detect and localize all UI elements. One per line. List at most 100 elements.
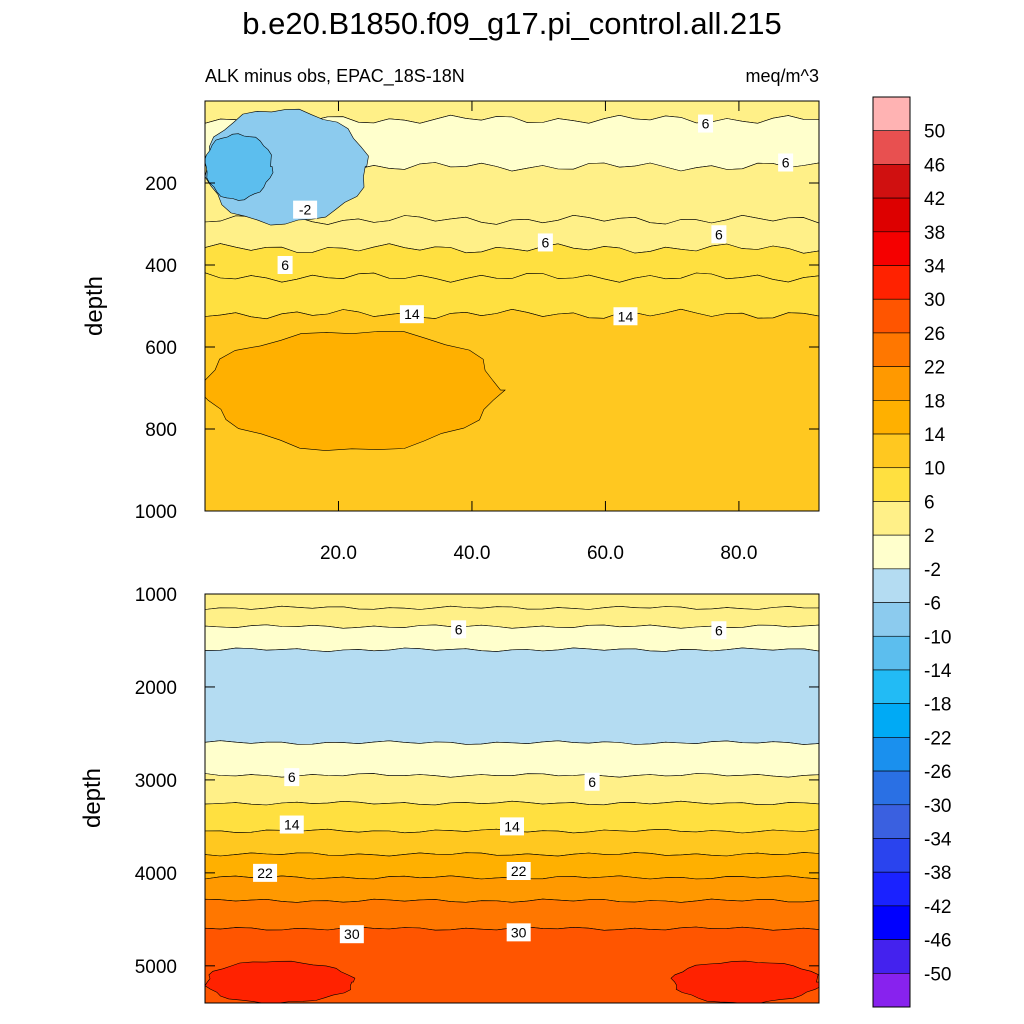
contour-label-box xyxy=(284,768,300,787)
contour-band xyxy=(205,624,819,653)
colorbar-swatch xyxy=(872,298,911,334)
contour-label: 22 xyxy=(257,865,273,881)
colorbar-label: 6 xyxy=(924,492,935,513)
colorbar-label: -46 xyxy=(924,931,951,952)
contour-band xyxy=(205,647,819,745)
contour-label: 6 xyxy=(782,155,790,171)
colorbar-swatch xyxy=(872,737,911,772)
contour-label-box xyxy=(339,925,364,944)
upper-ylabel: depth xyxy=(81,276,108,336)
subtitle-right: meq/m^3 xyxy=(746,66,819,86)
colorbar-label: 18 xyxy=(924,391,945,412)
colorbar-label: -26 xyxy=(924,762,951,783)
contour-label: 14 xyxy=(618,308,634,324)
x-tick-label: 80.0 xyxy=(720,543,757,564)
lower-panel: 6 6 6 6 14 14 22 22 30 30 1000 2000 3000 4000 5000 xyxy=(135,585,820,1004)
subtitle-left: ALK minus obs, EPAC_18S-18N xyxy=(205,66,465,87)
colorbar-swatch xyxy=(872,804,911,839)
colorbar-swatch xyxy=(872,96,911,132)
contour-label-box xyxy=(537,233,553,252)
contour-label: 6 xyxy=(281,257,289,273)
colorbar-label: 14 xyxy=(924,425,946,446)
colorbar-label: 26 xyxy=(924,324,945,345)
contour-label: 6 xyxy=(288,769,296,785)
contour-label-box xyxy=(711,225,727,244)
colorbar-swatch xyxy=(872,366,911,401)
colorbar-swatch xyxy=(872,332,911,367)
colorbar-frame xyxy=(872,96,911,1008)
contour-label: 6 xyxy=(702,116,710,132)
contour-label-box xyxy=(451,620,467,639)
colorbar-label: 2 xyxy=(924,526,935,547)
contour-label: 6 xyxy=(715,622,723,638)
plot-frame xyxy=(204,100,820,512)
plot-area: 6 6 -2 6 6 6 14 14 xyxy=(205,101,819,511)
contour-label: 6 xyxy=(588,774,596,790)
colorbar-label: 46 xyxy=(924,155,945,176)
x-tick-label: 60.0 xyxy=(587,543,624,564)
colorbar-swatch xyxy=(872,635,911,671)
y-tick-label: 600 xyxy=(145,338,177,359)
contour-patch xyxy=(670,960,819,1003)
colorbar-swatch xyxy=(872,905,911,940)
colorbar-swatch xyxy=(872,265,911,300)
colorbar-swatch xyxy=(872,501,911,536)
y-tick-label: 800 xyxy=(145,420,177,441)
contour-label-box xyxy=(253,863,278,882)
colorbar-label: -2 xyxy=(924,560,941,581)
contour-label: 6 xyxy=(541,234,549,250)
contour-label-box xyxy=(293,200,318,219)
colorbar-label: -18 xyxy=(924,695,951,716)
contour-patch xyxy=(205,960,356,1003)
colorbar-swatch xyxy=(872,534,911,570)
y-tick-label: 400 xyxy=(145,256,177,277)
colorbar-swatch xyxy=(872,130,911,165)
y-tick-label: 1000 xyxy=(135,502,177,523)
contour-label-box xyxy=(500,817,524,836)
contour-label: 30 xyxy=(511,924,527,940)
upper-panel: 6 6 -2 6 6 6 14 14 200 400 600 800 1000 20.0 40.0 60.0 8… xyxy=(135,100,820,564)
lower-ylabel: depth xyxy=(79,768,106,828)
colorbar-label: 22 xyxy=(924,358,945,379)
figure-title: b.e20.B1850.f09_g17.pi_control.all.215 xyxy=(242,6,782,41)
colorbar-label: 34 xyxy=(924,257,946,278)
colorbar-label: 50 xyxy=(924,122,945,143)
contour-label: 14 xyxy=(404,306,420,322)
colorbar-label: -22 xyxy=(924,728,951,749)
contour-label-box xyxy=(506,923,531,942)
colorbar-swatch xyxy=(872,972,911,1008)
plot-area: 6 6 6 6 14 14 22 22 30 30 xyxy=(205,594,819,1003)
colorbar-swatch xyxy=(872,770,911,806)
colorbar-label: -6 xyxy=(924,594,941,615)
colorbar-label: -38 xyxy=(924,863,951,884)
colorbar-label: 10 xyxy=(924,459,945,480)
colorbar-label: 42 xyxy=(924,189,945,210)
x-tick-label: 40.0 xyxy=(453,543,490,564)
contour-label: 22 xyxy=(511,863,527,879)
colorbar-swatch xyxy=(872,197,911,233)
contour-label: 14 xyxy=(284,817,300,833)
colorbar-swatch xyxy=(872,669,911,704)
colorbar-label: -30 xyxy=(924,796,951,817)
contour-label: 30 xyxy=(344,926,360,942)
contour-label: 6 xyxy=(455,621,463,637)
colorbar-label: -14 xyxy=(924,661,952,682)
contour-label-box xyxy=(506,862,531,881)
contour-label-box xyxy=(698,114,714,133)
contour-label-box xyxy=(778,153,794,172)
colorbar-swatch xyxy=(872,703,911,738)
colorbar-swatch xyxy=(872,939,911,974)
y-tick-label: 1000 xyxy=(135,585,177,606)
colorbar-label: -50 xyxy=(924,964,951,985)
colorbar: 50 46 42 38 34 30 26 22 18 14 10 6 2 -2 -6 -10 -14 -18 -22… xyxy=(872,96,952,1008)
contour-label-box xyxy=(711,621,727,640)
colorbar-swatch xyxy=(872,400,911,435)
contour-patch xyxy=(205,331,506,451)
colorbar-label: 38 xyxy=(924,223,945,244)
colorbar-label: -34 xyxy=(924,829,952,850)
contour-label-box xyxy=(399,305,424,324)
contour-band xyxy=(205,926,819,1003)
colorbar-swatch xyxy=(872,231,911,266)
contour-label-box xyxy=(277,256,293,274)
